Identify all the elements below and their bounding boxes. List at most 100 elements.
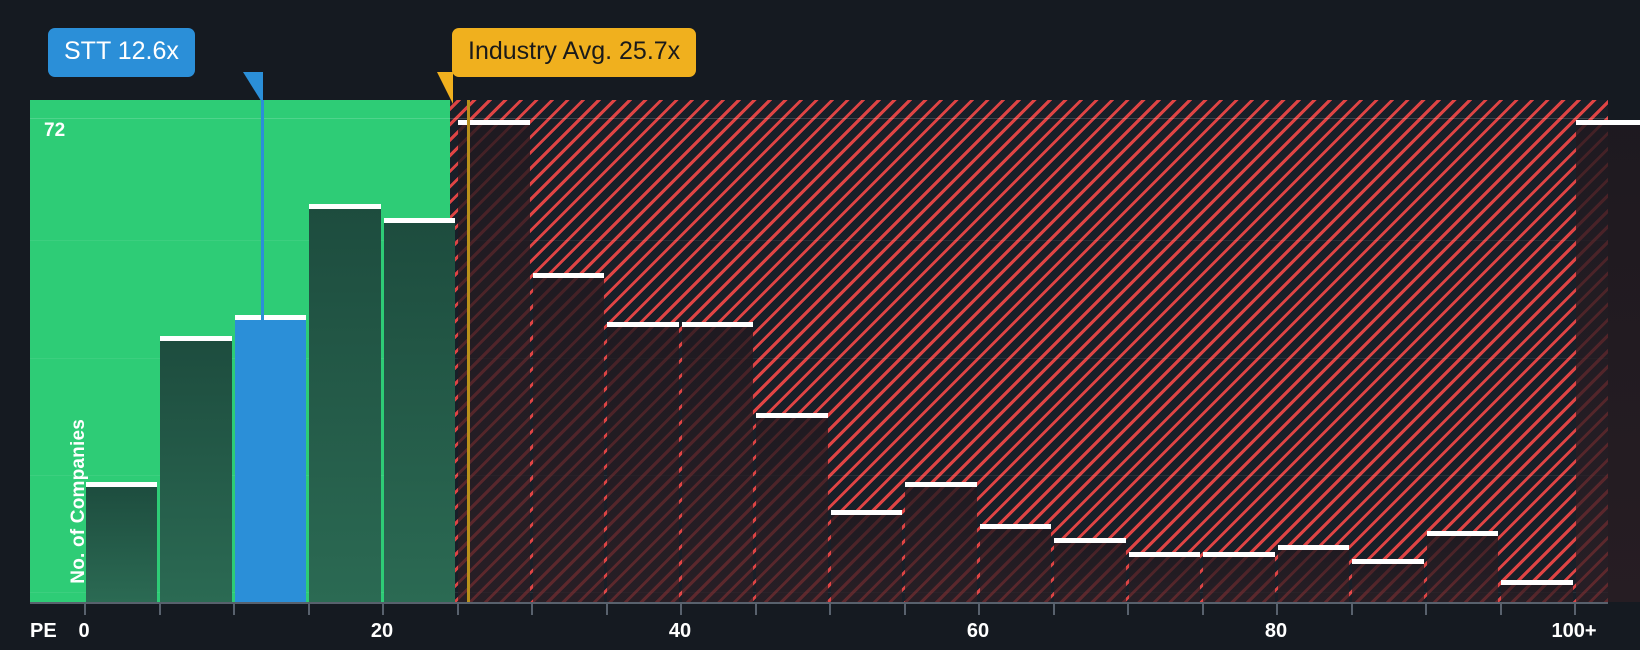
bar-70-75[interactable]: [1128, 552, 1200, 602]
stt-callout[interactable]: STT 12.6x: [48, 28, 195, 77]
bar-cap: [1128, 552, 1200, 558]
bar-body: [1277, 546, 1349, 602]
bar-cap: [830, 510, 902, 516]
bar-40-45[interactable]: [681, 322, 753, 602]
x-tick-label: 80: [1264, 620, 1288, 642]
bar-20-25[interactable]: [383, 217, 455, 602]
bar-cap: [607, 322, 679, 328]
bar-85-90[interactable]: [1352, 559, 1424, 602]
bar-cap: [309, 203, 381, 209]
bar-body: [383, 218, 455, 602]
bar-body: [1128, 553, 1200, 602]
x-tick: [680, 604, 682, 615]
bar-cap: [1054, 538, 1126, 544]
bar-cap: [160, 336, 232, 342]
x-axis: 0 20 40 60 80 100+: [30, 602, 1608, 650]
bar-cap: [1575, 119, 1640, 125]
bar-body: [681, 323, 753, 602]
x-tick: [605, 604, 608, 615]
bar-cap: [1501, 580, 1573, 586]
bar-body: [85, 483, 157, 602]
bar-cap: [532, 273, 604, 279]
industry-avg-callout[interactable]: Industry Avg. 25.7x: [452, 28, 697, 77]
bar-cap: [1426, 531, 1498, 537]
x-tick: [903, 604, 906, 615]
x-tick: [1276, 604, 1278, 615]
bar-30-35[interactable]: [532, 273, 604, 602]
bar-75-80[interactable]: [1203, 552, 1275, 602]
x-tick: [829, 604, 831, 615]
x-tick: [1574, 604, 1576, 615]
bar-cap: [85, 482, 157, 488]
bar-body: [1352, 560, 1424, 602]
bar-50-55[interactable]: [830, 510, 902, 602]
bar-0-5[interactable]: [85, 482, 157, 602]
bar-cap: [979, 524, 1051, 530]
x-tick: [754, 604, 757, 615]
x-tick: [233, 604, 235, 615]
industry-avg-callout-label: Industry Avg. 25.7x: [468, 37, 681, 65]
x-tick: [307, 604, 310, 615]
y-max-value-label: 72: [44, 120, 66, 141]
x-tick: [978, 604, 980, 615]
bar-5-10[interactable]: [160, 336, 232, 602]
bar-55-60[interactable]: [905, 482, 977, 602]
bar-15-20[interactable]: [309, 203, 381, 602]
bar-cap: [234, 315, 306, 321]
bar-body: [607, 323, 679, 602]
x-tick: [382, 604, 384, 615]
x-tick-label: 0: [78, 620, 90, 642]
x-tick: [1127, 604, 1129, 615]
bar-body: [160, 337, 232, 602]
bar-body: [756, 413, 828, 602]
x-tick: [1201, 604, 1204, 615]
bar-80-85[interactable]: [1277, 545, 1349, 602]
bar-body: [1054, 539, 1126, 602]
bar-body: [309, 204, 381, 602]
bar-body: [1203, 553, 1275, 602]
x-tick: [1499, 604, 1502, 615]
gridline: [30, 358, 1608, 359]
x-tick: [1350, 604, 1353, 615]
y-axis-title: No. of Companies: [68, 419, 89, 584]
bar-body: [905, 483, 977, 602]
industry-avg-line: [467, 100, 470, 602]
bar-body: [234, 316, 306, 602]
bar-cap: [1277, 545, 1349, 551]
bar-cap: [905, 482, 977, 488]
x-tick: [158, 604, 161, 615]
bar-body: [1426, 532, 1498, 602]
x-tick: [1052, 604, 1055, 615]
x-tick: [456, 604, 459, 615]
bar-body: [1501, 581, 1573, 602]
bar-60-65[interactable]: [979, 524, 1051, 602]
stt-callout-label: STT 12.6x: [64, 37, 179, 65]
bar-body: [830, 511, 902, 602]
bar-95-100[interactable]: [1501, 580, 1573, 602]
bar-45-50[interactable]: [756, 412, 828, 602]
stt-callout-tail: [243, 72, 263, 104]
x-tick: [84, 604, 86, 615]
bar-35-40[interactable]: [607, 322, 679, 602]
bar-cap: [383, 217, 455, 223]
bar-cap: [458, 119, 530, 125]
x-tick-label: 40: [668, 620, 692, 642]
x-tick: [1425, 604, 1427, 615]
x-tick-label: 100+: [1551, 620, 1597, 642]
stt-marker-line: [261, 100, 264, 418]
gridline: [30, 118, 1608, 119]
bar-65-70[interactable]: [1054, 538, 1126, 602]
x-tick-label: 60: [966, 620, 990, 642]
x-axis-title: PE: [30, 620, 57, 642]
bar-cap: [681, 322, 753, 328]
bar-100+[interactable]: [1575, 119, 1640, 602]
bar-90-95[interactable]: [1426, 531, 1498, 602]
x-tick-label: 20: [370, 620, 394, 642]
x-axis-line: [30, 602, 1608, 604]
bar-cap: [1352, 559, 1424, 565]
bar-10-15[interactable]: [234, 315, 306, 602]
x-tick: [531, 604, 533, 615]
bar-cap: [756, 412, 828, 418]
bar-body: [979, 525, 1051, 602]
